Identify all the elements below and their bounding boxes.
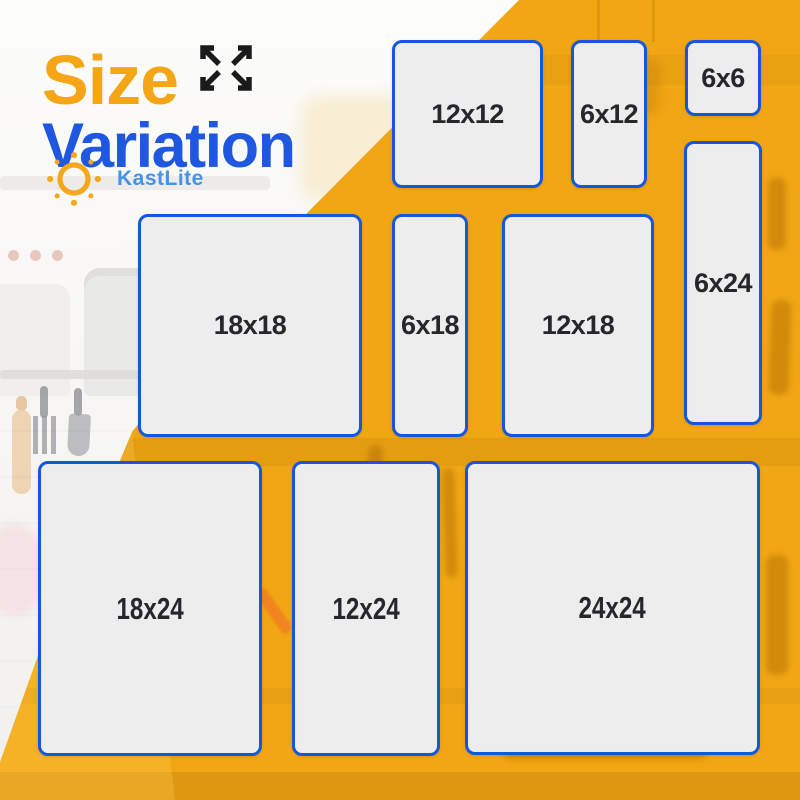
size-label: 12x24 <box>332 590 400 626</box>
bucket <box>0 284 70 396</box>
tool-silhouette <box>766 555 788 675</box>
size-panel-24x24: 24x24 <box>465 461 760 755</box>
size-label: 6x24 <box>693 267 753 298</box>
trowel <box>74 388 82 416</box>
spool-dot <box>8 250 19 261</box>
tool-silhouette <box>768 299 792 396</box>
workbench-shadow <box>0 772 800 800</box>
size-panel-6x18: 6x18 <box>392 214 468 437</box>
size-label: 18x24 <box>116 590 184 626</box>
garden-fork <box>33 416 56 454</box>
size-label: 24x24 <box>578 590 647 625</box>
plank-line <box>597 0 600 42</box>
expand-arrows-icon <box>200 45 252 91</box>
hanging-rail <box>0 370 145 379</box>
rolling-pin <box>12 410 31 494</box>
sun-icon <box>47 152 101 206</box>
brand-name: KastLite <box>117 167 204 190</box>
rolling-pin <box>16 396 27 411</box>
tool-silhouette <box>442 467 458 579</box>
plank-line <box>652 0 655 42</box>
size-panel-12x12: 12x12 <box>392 40 543 188</box>
spool-dot <box>30 250 41 261</box>
size-panel-18x18: 18x18 <box>138 214 362 437</box>
brand-logo: KastLite <box>45 150 204 208</box>
size-panel-12x18: 12x18 <box>502 214 654 437</box>
title-size: Size <box>42 41 179 120</box>
spool-dot <box>52 250 63 261</box>
size-panel-6x24: 6x24 <box>684 141 762 425</box>
size-panel-6x12: 6x12 <box>571 40 647 188</box>
size-label: 12x12 <box>431 98 504 129</box>
shelf <box>0 176 270 190</box>
size-label: 12x18 <box>541 310 615 340</box>
size-label: 6x18 <box>400 310 460 340</box>
size-panel-18x24: 18x24 <box>38 461 262 756</box>
garden-fork <box>40 386 48 418</box>
size-label: 6x6 <box>701 62 745 93</box>
size-panel-6x6: 6x6 <box>685 40 761 116</box>
size-panel-12x24: 12x24 <box>292 461 440 756</box>
size-label: 6x12 <box>579 98 639 129</box>
tool-silhouette <box>768 178 786 250</box>
size-label: 18x18 <box>213 310 287 340</box>
